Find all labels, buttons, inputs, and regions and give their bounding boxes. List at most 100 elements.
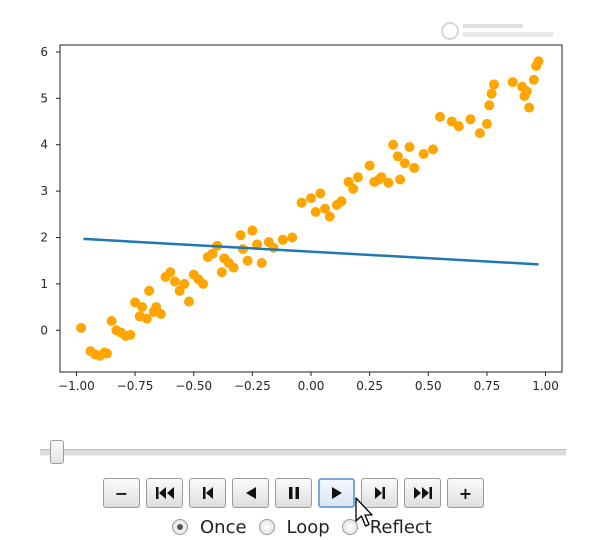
scatter-point (486, 88, 497, 99)
scatter-point (427, 144, 438, 155)
mouse-cursor-icon (355, 497, 373, 527)
scatter-point (418, 149, 429, 159)
play-reverse-button[interactable] (232, 478, 269, 508)
reflect-label: Reflect (369, 516, 432, 538)
reflect-radio[interactable] (341, 519, 358, 535)
step-forward-icon (374, 487, 385, 499)
pause-button[interactable] (275, 478, 312, 508)
play-icon (331, 487, 342, 499)
x-tick-label: −0.50 (175, 379, 212, 393)
play-forward-button[interactable] (318, 478, 355, 508)
scatter-point (524, 102, 535, 113)
x-tick-label: −0.75 (117, 379, 154, 393)
scatter-point (453, 121, 464, 132)
scatter-point (184, 296, 195, 307)
step-back-icon (202, 487, 213, 499)
scatter-point (247, 225, 258, 236)
scatter-point (315, 188, 326, 199)
x-tick-label: −1.00 (58, 379, 95, 393)
scatter-point (141, 313, 152, 324)
y-tick-label: 4 (40, 138, 48, 152)
slider-thumb[interactable] (50, 440, 65, 464)
decrease-speed-button[interactable]: − (103, 478, 140, 508)
scatter-point (252, 239, 263, 250)
scatter-point (533, 56, 544, 67)
scatter-point (130, 297, 141, 308)
scatter-point (383, 177, 394, 188)
scatter-point (287, 232, 298, 243)
scatter-point (399, 158, 410, 169)
slider-track[interactable] (40, 449, 566, 456)
scatter-point (404, 142, 415, 153)
scatter-point (521, 86, 532, 97)
scatter-point (235, 230, 246, 241)
increase-speed-button[interactable]: + (447, 478, 484, 508)
frame-slider[interactable] (40, 440, 566, 464)
scatter-point (169, 276, 180, 287)
scatter-point (268, 242, 279, 253)
scatter-point (488, 79, 499, 90)
scatter-point (364, 160, 375, 171)
scatter-point (474, 128, 485, 139)
scatter-point (348, 183, 359, 194)
scatter-point (101, 348, 112, 359)
fit-line (83, 237, 539, 266)
scatter-point (242, 255, 253, 266)
skip-to-end-icon (413, 487, 432, 499)
scatter-point (198, 278, 209, 289)
scatter-point (392, 151, 403, 162)
x-tick-label: 0.25 (356, 379, 383, 393)
scatter-point (395, 174, 406, 185)
skip-to-start-icon (155, 487, 174, 499)
animation-plot: −1.00 −0.75 −0.50 −0.25 0.00 0.25 0.50 0.75 1.00… (40, 44, 563, 393)
scatter-point (155, 309, 166, 320)
scatter-point (336, 196, 347, 207)
scatter-point (324, 211, 335, 222)
scatter-point (106, 315, 117, 326)
scatter-point (388, 139, 399, 150)
y-tick-label: 3 (40, 184, 48, 198)
scatter-point (216, 267, 227, 278)
mode-reflect[interactable]: Reflect (341, 516, 432, 538)
scatter-point (528, 74, 539, 85)
scatter-point (465, 114, 476, 125)
x-tick-label: 1.00 (532, 379, 559, 393)
scatter-point (310, 206, 321, 217)
scatter-point (125, 329, 136, 340)
plot-series (76, 56, 544, 361)
scatter-point (165, 267, 176, 278)
scatter-point (228, 262, 239, 273)
scatter-point (446, 116, 457, 127)
scatter-point (320, 203, 331, 214)
loop-label: Loop (286, 516, 330, 538)
mode-loop[interactable]: Loop (258, 516, 330, 538)
x-tick-label: 0.75 (474, 379, 501, 393)
once-radio[interactable] (172, 519, 188, 535)
first-frame-button[interactable] (146, 478, 183, 508)
loop-radio[interactable] (258, 519, 275, 535)
pause-icon (288, 487, 299, 499)
last-frame-button[interactable] (404, 478, 441, 508)
scatter-point (76, 322, 87, 333)
step-forward-button[interactable] (361, 478, 398, 508)
mode-once[interactable]: Once (172, 517, 247, 538)
step-back-button[interactable] (189, 478, 226, 508)
scatter-point (277, 234, 288, 245)
scatter-point (296, 197, 307, 208)
playback-controls: − (103, 478, 513, 510)
loop-mode-group: Once Loop Reflect (172, 514, 444, 540)
watermark-logo (441, 22, 553, 40)
once-label: Once (200, 516, 247, 538)
y-tick-label: 2 (40, 230, 48, 244)
y-tick-label: 0 (40, 323, 48, 337)
scatter-point (481, 118, 492, 129)
x-tick-label: 0.50 (415, 379, 442, 393)
x-tick-label: 0.00 (298, 379, 325, 393)
scatter-point (179, 278, 190, 289)
scatter-point (144, 285, 155, 296)
y-tick-label: 6 (40, 45, 48, 59)
y-axis: 0 1 2 3 4 5 6 (40, 45, 60, 337)
y-tick-label: 1 (40, 277, 48, 291)
play-reverse-icon (245, 487, 256, 499)
scatter-point (484, 100, 495, 111)
